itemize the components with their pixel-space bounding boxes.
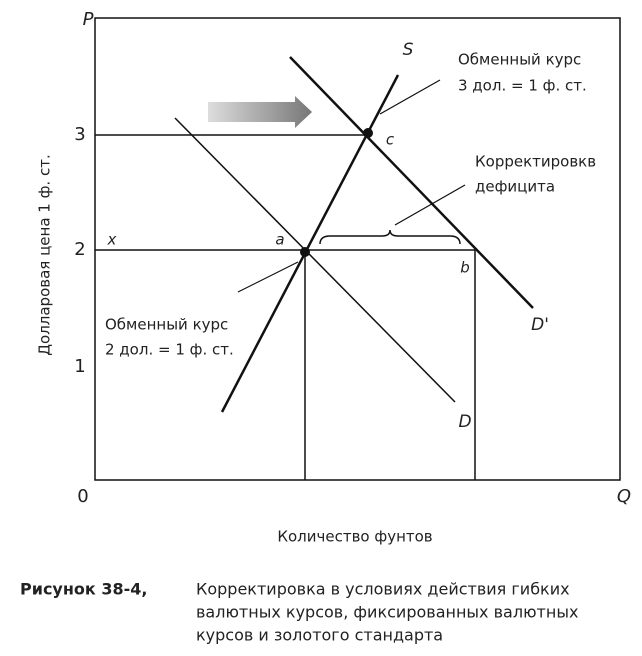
caption-line: Корректировка в условиях действия гибких [196,580,570,599]
origin: 0 [77,486,88,507]
annotation: дефицита [475,178,555,196]
annotation: 2 дол. = 1 ф. ст. [105,341,234,359]
x-symbol: Q [617,486,631,507]
curve-label: D [458,412,471,432]
caption-line: валютных курсов, фиксированных валютных [196,603,578,622]
point-label: x [107,231,117,249]
y-label: Долларовая цена 1 ф. ст. [36,154,54,355]
y-tick: 2 [74,239,85,260]
caption-line: курсов и золотого стандарта [196,626,443,645]
curve-label: D' [531,315,549,335]
curve-label: S [403,40,414,60]
annotation: Корректировкв [475,153,596,171]
point-label: c [386,131,395,149]
y-symbol: P [83,9,94,30]
x-label: Количество фунтов [277,528,432,546]
caption-label: Рисунок 38-4, [20,580,147,599]
annotation: Обменный курс [458,51,581,69]
point-label: b [460,259,470,277]
y-tick: 3 [74,124,85,145]
frame [94,17,621,481]
guides [95,134,476,480]
curves [174,56,534,413]
y-tick: 1 [74,356,85,377]
annotation: 3 дол. = 1 ф. ст. [458,77,587,95]
annotation: Обменный курс [105,316,228,334]
point-label: a [275,231,284,249]
